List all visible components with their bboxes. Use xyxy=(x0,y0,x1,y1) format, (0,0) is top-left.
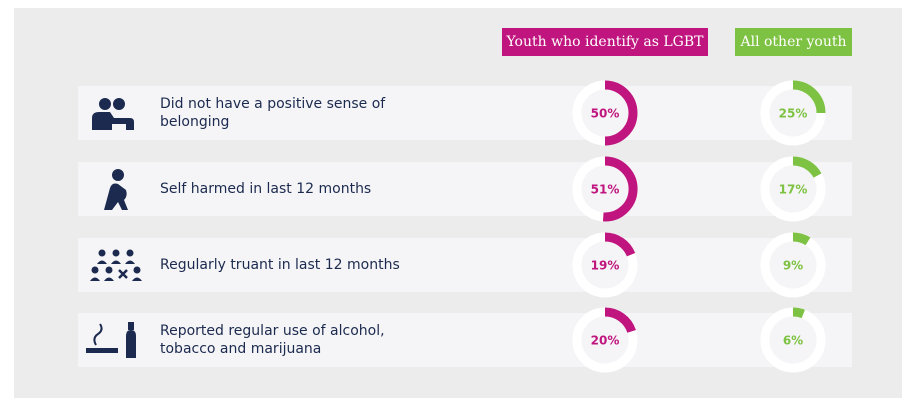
legend-other: All other youth xyxy=(735,28,852,56)
value-label: 17% xyxy=(779,183,808,197)
value-label: 19% xyxy=(591,259,620,273)
icon-belonging xyxy=(92,98,134,130)
row xyxy=(78,238,852,292)
icon-substance xyxy=(86,322,136,358)
donut-arc xyxy=(792,307,805,319)
row xyxy=(78,313,852,367)
value-label: 25% xyxy=(779,107,808,121)
donut-arc xyxy=(604,232,636,257)
donut-arc xyxy=(604,307,636,334)
category-label: Did not have a positive sense of belongi… xyxy=(160,96,386,130)
icon-truant xyxy=(90,249,142,281)
donut-arc xyxy=(792,156,822,178)
category-label: Reported regular use of alcohol, tobacco… xyxy=(160,323,385,357)
donut-arc xyxy=(602,156,638,222)
category-label: Self harmed in last 12 months xyxy=(160,181,372,197)
donut-arc xyxy=(792,80,826,114)
row xyxy=(78,162,852,216)
category-label: Regularly truant in last 12 months xyxy=(160,257,400,273)
donut-arc xyxy=(604,80,638,146)
value-label: 20% xyxy=(591,334,620,348)
value-label: 9% xyxy=(783,259,803,273)
donut-arc xyxy=(792,232,811,246)
value-label: 51% xyxy=(591,183,620,197)
row xyxy=(78,86,852,140)
value-label: 6% xyxy=(783,334,803,348)
value-label: 50% xyxy=(591,107,620,121)
icon-self-harm xyxy=(104,169,128,210)
legend-lgbt: Youth who identify as LGBT xyxy=(502,28,708,56)
